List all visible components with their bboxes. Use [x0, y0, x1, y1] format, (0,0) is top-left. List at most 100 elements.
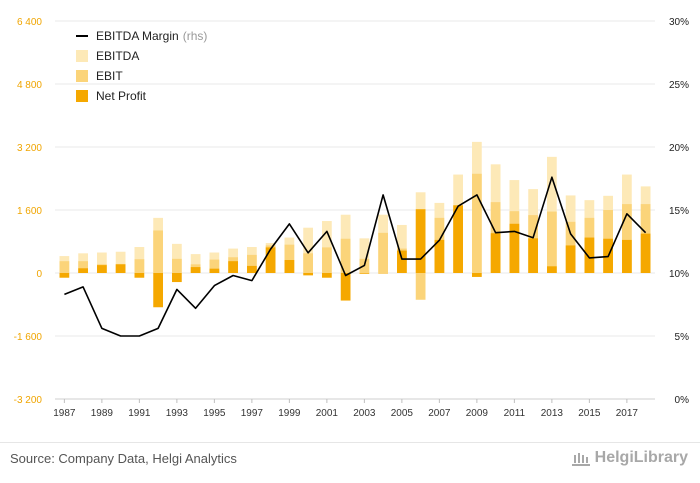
y-left-tick-label: 0 [36, 269, 42, 280]
x-tick-label: 1993 [166, 408, 189, 419]
x-tick-label: 2003 [353, 408, 376, 419]
legend-item-ebitda[interactable]: EBITDA [76, 46, 207, 66]
y-left-tick-label: 4 800 [17, 80, 42, 91]
net-profit-bar [397, 250, 407, 273]
net-profit-bar [228, 261, 238, 273]
ebitda-bar [115, 251, 126, 273]
legend-label-ebitda: EBITDA [96, 49, 140, 63]
ebit-bar [378, 232, 388, 273]
x-tick-label: 1999 [278, 408, 301, 419]
ebitda-bar [322, 221, 332, 273]
y-right-tick-label: 15% [669, 206, 689, 217]
net-profit-bar [247, 265, 257, 273]
legend-label-ebit: EBIT [96, 69, 123, 83]
ebit-bar [622, 204, 632, 273]
brand-name: HelgiLibrary [594, 449, 688, 466]
y-left-tick-label: -3 200 [14, 395, 43, 406]
ebit-bar [284, 244, 295, 273]
net-profit-bar [340, 273, 351, 301]
net-profit-bar [209, 268, 220, 273]
net-profit-bar [453, 205, 463, 273]
ebit-bar [322, 247, 332, 273]
net-profit-bar [115, 264, 126, 273]
net-profit-bar [190, 267, 201, 273]
net-profit-bar [584, 237, 595, 273]
net-profit-bar [134, 273, 145, 278]
brand-logo[interactable]: HelgiLibrary [571, 449, 688, 467]
ebit-bar [153, 230, 163, 273]
ebit-bar [247, 254, 257, 273]
legend-item-net-profit[interactable]: Net Profit [76, 86, 207, 106]
legend-item-ebit[interactable]: EBIT [76, 66, 207, 86]
library-building-icon [571, 453, 590, 466]
source-note: Source: Company Data, Helgi Analytics [10, 451, 237, 466]
legend-label-net-profit: Net Profit [96, 89, 147, 103]
ebit-bar [172, 258, 182, 273]
net-profit-bar [153, 273, 163, 308]
ebitda-bar [190, 254, 201, 273]
net-profit-bar [59, 273, 70, 278]
net-profit-bar [528, 238, 538, 273]
x-tick-label: 1997 [241, 408, 264, 419]
ebitda-swatch [76, 50, 88, 62]
net-profit-bar [378, 273, 388, 274]
y-right-tick-label: 30% [669, 17, 689, 28]
y-right-tick-label: 10% [669, 269, 689, 280]
net-profit-bar [434, 239, 445, 273]
x-tick-label: 1991 [128, 408, 151, 419]
x-tick-label: 1989 [91, 408, 114, 419]
y-right-tick-label: 20% [669, 143, 689, 154]
x-tick-label: 2011 [504, 408, 526, 419]
net-profit-bar [565, 245, 576, 273]
net-profit-bar [284, 260, 295, 273]
ebit-bars [59, 173, 651, 300]
y-left-tick-label: 3 200 [17, 143, 42, 154]
legend-label-margin: EBITDA Margin [96, 29, 179, 43]
net-profit-bar [547, 266, 557, 273]
ebit-bar [209, 259, 220, 273]
x-tick-label: 1987 [53, 408, 76, 419]
net-profit-bar [303, 273, 313, 276]
ebit-swatch [76, 70, 88, 82]
net-profit-bar [322, 273, 332, 278]
x-tick-label: 2017 [616, 408, 639, 419]
y-left-tick-label: -1 600 [14, 332, 43, 343]
ebit-bar [472, 173, 482, 273]
ebitda-bar [172, 243, 182, 273]
net-profit-bar [415, 209, 426, 273]
y-axis-right: 0% 5% 10% 15% 20% 25% 30% [669, 17, 689, 406]
x-tick-label: 2007 [428, 408, 451, 419]
x-tick-label: 2009 [466, 408, 489, 419]
ebit-bar [78, 261, 88, 273]
x-tick-label: 2013 [541, 408, 564, 419]
margin-line-swatch [76, 35, 88, 37]
net-profit-bar [490, 233, 501, 273]
x-tick-label: 2001 [316, 408, 339, 419]
legend-item-margin[interactable]: EBITDA Margin (rhs) [76, 26, 207, 46]
net-profit-bar [265, 247, 276, 273]
ebitda-bar [303, 227, 313, 273]
net-profit-bar [78, 268, 88, 273]
y-right-tick-label: 0% [675, 395, 690, 406]
legend: EBITDA Margin (rhs) EBITDA EBIT Net Prof… [76, 26, 207, 106]
ebitda-bar [359, 238, 370, 273]
ebitda-bar [97, 252, 107, 273]
net-profit-bars [59, 205, 651, 308]
ebit-bar [303, 253, 313, 273]
ebit-bar [59, 261, 70, 273]
x-axis: 1987 1989 1991 1993 1995 1997 1999 2001 2003 2005… [53, 398, 655, 419]
ebit-bar [340, 238, 351, 273]
x-tick-label: 2015 [578, 408, 601, 419]
y-left-tick-label: 1 600 [17, 206, 42, 217]
ebit-bar [134, 259, 145, 273]
legend-rhs-note: (rhs) [182, 29, 208, 43]
net-profit-bar [509, 223, 520, 273]
x-tick-label: 2005 [391, 408, 414, 419]
net-profit-swatch [76, 90, 88, 102]
net-profit-bar [359, 273, 370, 274]
y-axis-left: -3 200 -1 600 0 1 600 3 200 4 800 6 400 [14, 17, 43, 406]
net-profit-bar [472, 273, 482, 277]
y-left-tick-label: 6 400 [17, 17, 42, 28]
net-profit-bar [172, 273, 182, 283]
ebit-bar [547, 211, 557, 273]
